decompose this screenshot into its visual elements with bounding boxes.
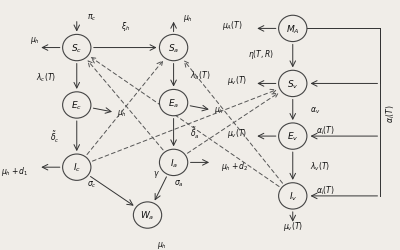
Text: $\mu_v(T)$: $\mu_v(T)$: [227, 126, 247, 140]
Text: $\tilde{\delta}_a$: $\tilde{\delta}_a$: [190, 126, 200, 140]
Text: $\alpha_I(T)$: $\alpha_I(T)$: [316, 124, 335, 137]
Text: $S_a$: $S_a$: [168, 42, 179, 54]
Ellipse shape: [63, 35, 91, 62]
Text: $E_c$: $E_c$: [71, 99, 82, 112]
Text: $\mu_A(T)$: $\mu_A(T)$: [222, 19, 243, 32]
Text: $\sigma_c$: $\sigma_c$: [87, 179, 96, 190]
Text: $I_c$: $I_c$: [73, 161, 81, 174]
Text: $\mu_h$: $\mu_h$: [30, 34, 40, 46]
Text: $\lambda_a(T)$: $\lambda_a(T)$: [190, 70, 211, 82]
Ellipse shape: [160, 150, 188, 176]
Text: $\mu_h$: $\mu_h$: [117, 107, 127, 118]
Text: $\mu_h+d_2$: $\mu_h+d_2$: [221, 160, 249, 173]
Text: $\mu_v(T)$: $\mu_v(T)$: [282, 220, 303, 232]
Text: $E_v$: $E_v$: [287, 130, 298, 143]
Text: $S_c$: $S_c$: [71, 42, 82, 54]
Text: $S_v$: $S_v$: [287, 78, 298, 90]
Ellipse shape: [63, 154, 91, 181]
Text: $\alpha_I(T)$: $\alpha_I(T)$: [385, 103, 397, 122]
Text: $\mu_h$: $\mu_h$: [214, 105, 224, 116]
Text: $\lambda_v(T)$: $\lambda_v(T)$: [310, 160, 330, 172]
Text: $\mu_h$: $\mu_h$: [183, 12, 193, 24]
Text: $\lambda_c(T)$: $\lambda_c(T)$: [36, 71, 56, 83]
Text: $\mu_h$: $\mu_h$: [158, 240, 168, 250]
Ellipse shape: [160, 90, 188, 116]
Text: $E_a$: $E_a$: [168, 97, 179, 110]
Text: $\xi_h$: $\xi_h$: [120, 20, 130, 33]
Ellipse shape: [279, 16, 307, 42]
Text: $\alpha_I(T)$: $\alpha_I(T)$: [316, 184, 335, 196]
Text: $\tilde{\delta}_c$: $\tilde{\delta}_c$: [50, 129, 60, 144]
Text: $I_a$: $I_a$: [170, 156, 178, 169]
Text: $\alpha_v$: $\alpha_v$: [310, 105, 320, 116]
Text: $I_v$: $I_v$: [288, 190, 297, 202]
Ellipse shape: [279, 124, 307, 150]
Text: $M_A$: $M_A$: [286, 23, 300, 36]
Text: $\gamma$: $\gamma$: [154, 168, 160, 179]
Ellipse shape: [279, 183, 307, 209]
Ellipse shape: [133, 202, 162, 228]
Ellipse shape: [160, 35, 188, 62]
Text: $\mu_v(T)$: $\mu_v(T)$: [227, 74, 247, 87]
Text: $\eta(T,R)$: $\eta(T,R)$: [248, 48, 274, 61]
Ellipse shape: [279, 71, 307, 97]
Text: $\pi_c$: $\pi_c$: [87, 13, 96, 23]
Ellipse shape: [63, 92, 91, 119]
Text: $\mu_h+d_1$: $\mu_h+d_1$: [2, 164, 29, 177]
Text: $W_a$: $W_a$: [140, 209, 155, 222]
Text: $\sigma_a$: $\sigma_a$: [174, 178, 184, 188]
